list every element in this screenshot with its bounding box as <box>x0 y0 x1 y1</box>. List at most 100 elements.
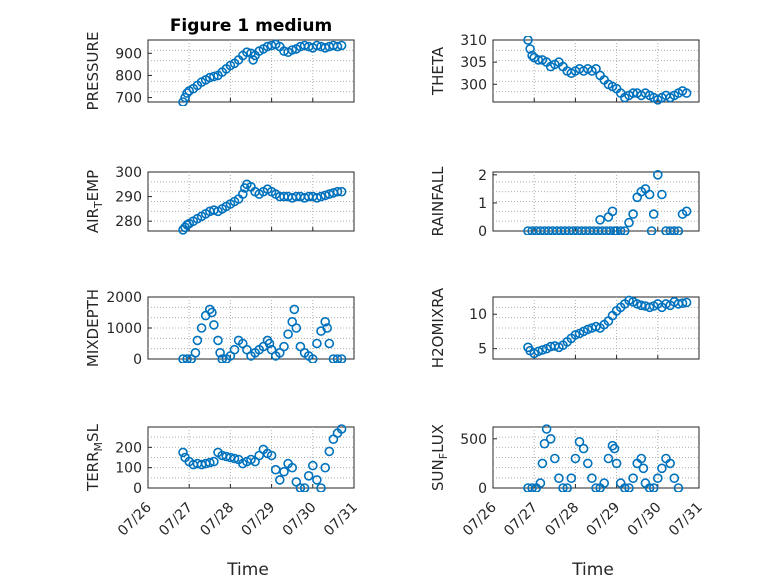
x-tick-label: 07/31 <box>666 500 706 540</box>
data-point <box>624 483 634 492</box>
data-point <box>316 191 326 202</box>
data-point <box>657 189 667 200</box>
data-point <box>657 463 667 474</box>
y-tick-label: 300 <box>115 165 142 181</box>
data-point <box>336 354 347 363</box>
data-point <box>620 483 630 492</box>
y-tick-label: 1000 <box>106 321 142 337</box>
y-tick-label: 200 <box>115 440 142 456</box>
x-tick-label: 07/26 <box>460 499 500 539</box>
data-point <box>523 36 533 45</box>
x-axis-label: Time <box>571 560 614 580</box>
data-series <box>178 179 347 235</box>
data-point <box>322 323 333 333</box>
data-point <box>681 206 692 217</box>
y-axis-label: PRESSURE <box>84 32 102 111</box>
data-point <box>535 478 546 488</box>
data-point <box>209 456 219 467</box>
data-point <box>190 347 201 358</box>
data-point <box>279 341 289 352</box>
data-point <box>266 450 277 461</box>
data-point <box>229 344 240 355</box>
data-point <box>242 47 252 58</box>
data-point <box>274 475 285 485</box>
data-series <box>178 39 347 106</box>
y-axis-label: AIRTEMP <box>84 170 105 233</box>
x-tick-label: 07/26 <box>115 499 155 539</box>
data-point <box>558 483 568 492</box>
data-point <box>549 453 560 464</box>
data-point <box>582 458 593 469</box>
data-point <box>646 226 657 235</box>
x-tick-label: 07/28 <box>197 500 237 540</box>
data-series <box>178 304 347 363</box>
data-point <box>681 297 692 308</box>
y-axis-label: MIXDEPTH <box>84 289 102 367</box>
data-point <box>652 170 663 180</box>
data-point <box>605 226 616 235</box>
data-point <box>320 316 331 327</box>
data-point <box>607 206 618 217</box>
subplot-4: 0 1 2 RAINFALL <box>429 166 700 240</box>
data-point <box>566 473 577 484</box>
data-point <box>624 295 634 306</box>
data-point <box>332 354 343 363</box>
subplot-6: 5 10 H2OMIXRA <box>429 287 700 368</box>
data-point <box>603 453 614 464</box>
x-tick-label: 07/29 <box>584 500 624 540</box>
data-point <box>648 483 659 492</box>
data-point <box>324 338 335 349</box>
y-tick-label: 700 <box>115 91 142 107</box>
data-point <box>527 50 537 61</box>
data-point <box>525 44 535 54</box>
data-point <box>238 189 248 199</box>
data-point <box>545 433 556 444</box>
data-point <box>264 338 275 349</box>
data-point <box>248 55 258 65</box>
data-point <box>673 226 684 235</box>
data-series <box>523 36 692 105</box>
subplot-1: 700 800 900 PRESSURE Figure 1 medium <box>84 16 355 111</box>
y-tick-label: 900 <box>115 46 142 62</box>
x-tick-label: 07/30 <box>280 500 320 540</box>
data-point <box>287 45 298 55</box>
data-point <box>677 298 688 309</box>
data-point <box>611 458 622 469</box>
data-point <box>312 193 322 203</box>
data-point <box>533 55 544 65</box>
data-point <box>336 186 347 197</box>
data-point <box>205 457 215 468</box>
data-point <box>182 88 192 98</box>
chart-title: Figure 1 medium <box>170 16 332 36</box>
data-point <box>648 209 659 219</box>
y-tick-label: 0 <box>133 481 142 497</box>
y-tick-label: 290 <box>115 190 142 206</box>
subplot-3: 280 290 300 AIRTEMP <box>84 165 355 235</box>
data-point <box>332 186 343 197</box>
data-point <box>644 483 655 492</box>
data-point <box>628 473 638 484</box>
y-tick-label: 10 <box>469 307 487 323</box>
data-point <box>624 217 634 228</box>
data-point <box>320 462 331 473</box>
y-tick-label: 800 <box>115 68 142 84</box>
data-point <box>209 71 219 82</box>
x-tick-label: 07/31 <box>321 500 361 540</box>
data-series <box>523 170 692 235</box>
data-point <box>178 447 188 458</box>
data-point <box>336 424 347 434</box>
y-axis-label: THETA <box>429 46 447 96</box>
data-point <box>209 320 219 330</box>
data-point <box>229 453 240 464</box>
data-point <box>324 189 335 199</box>
data-series <box>523 295 692 359</box>
y-tick-label: 305 <box>460 55 487 71</box>
data-series <box>178 424 347 492</box>
x-axis-label: Time <box>226 560 269 580</box>
data-point <box>320 190 331 201</box>
data-point <box>279 466 289 477</box>
data-point <box>180 92 190 103</box>
data-point <box>673 483 684 492</box>
data-point <box>537 458 548 469</box>
data-point <box>599 478 610 488</box>
